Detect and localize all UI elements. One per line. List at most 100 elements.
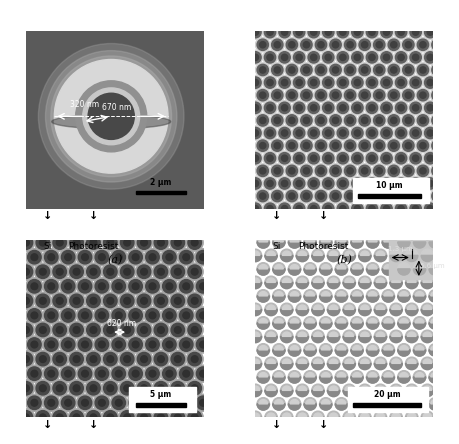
Circle shape bbox=[250, 127, 261, 139]
Circle shape bbox=[344, 140, 356, 151]
Wedge shape bbox=[384, 318, 392, 323]
Circle shape bbox=[93, 249, 111, 266]
Circle shape bbox=[376, 92, 382, 98]
Circle shape bbox=[358, 88, 372, 102]
Wedge shape bbox=[321, 373, 330, 377]
Circle shape bbox=[102, 234, 119, 251]
Circle shape bbox=[359, 216, 370, 227]
Circle shape bbox=[28, 280, 41, 293]
Circle shape bbox=[365, 126, 379, 140]
Circle shape bbox=[337, 178, 348, 189]
Circle shape bbox=[272, 216, 283, 227]
Circle shape bbox=[354, 29, 360, 35]
Circle shape bbox=[414, 398, 426, 410]
Circle shape bbox=[374, 384, 386, 396]
Circle shape bbox=[285, 38, 299, 52]
Circle shape bbox=[179, 250, 193, 264]
Circle shape bbox=[43, 365, 60, 382]
Circle shape bbox=[257, 344, 269, 356]
Circle shape bbox=[281, 180, 288, 186]
Circle shape bbox=[318, 193, 324, 199]
Circle shape bbox=[383, 54, 390, 60]
Circle shape bbox=[410, 178, 421, 189]
Circle shape bbox=[260, 193, 266, 199]
Wedge shape bbox=[390, 255, 403, 262]
Circle shape bbox=[267, 105, 273, 111]
Circle shape bbox=[425, 77, 436, 88]
Circle shape bbox=[343, 303, 355, 316]
Wedge shape bbox=[298, 305, 307, 309]
Circle shape bbox=[127, 424, 144, 440]
Circle shape bbox=[178, 394, 195, 411]
Circle shape bbox=[278, 50, 291, 64]
Circle shape bbox=[401, 88, 415, 102]
Circle shape bbox=[87, 411, 100, 424]
Circle shape bbox=[245, 168, 251, 174]
Circle shape bbox=[77, 365, 94, 382]
Wedge shape bbox=[392, 332, 400, 337]
Circle shape bbox=[403, 115, 414, 126]
Circle shape bbox=[292, 101, 306, 115]
Circle shape bbox=[129, 309, 142, 322]
Circle shape bbox=[200, 428, 207, 435]
Wedge shape bbox=[251, 386, 260, 390]
Circle shape bbox=[17, 321, 34, 338]
Circle shape bbox=[65, 400, 72, 406]
Circle shape bbox=[39, 297, 46, 304]
Circle shape bbox=[296, 29, 302, 35]
Circle shape bbox=[152, 263, 169, 280]
Wedge shape bbox=[280, 282, 293, 289]
Circle shape bbox=[73, 356, 80, 362]
Circle shape bbox=[351, 263, 363, 275]
Circle shape bbox=[336, 151, 350, 165]
Circle shape bbox=[354, 79, 360, 86]
Circle shape bbox=[87, 323, 100, 337]
Circle shape bbox=[292, 50, 306, 64]
Wedge shape bbox=[415, 265, 424, 269]
Text: (b): (b) bbox=[336, 255, 352, 266]
Circle shape bbox=[104, 294, 117, 308]
Circle shape bbox=[53, 381, 67, 395]
Circle shape bbox=[315, 140, 327, 151]
Circle shape bbox=[374, 64, 385, 75]
Circle shape bbox=[279, 203, 290, 214]
Wedge shape bbox=[280, 337, 293, 343]
Wedge shape bbox=[282, 332, 291, 337]
Wedge shape bbox=[345, 278, 353, 282]
Circle shape bbox=[372, 164, 386, 178]
Circle shape bbox=[347, 92, 353, 98]
Circle shape bbox=[423, 25, 437, 39]
Wedge shape bbox=[343, 417, 355, 424]
Circle shape bbox=[340, 29, 346, 35]
Wedge shape bbox=[243, 265, 252, 269]
Circle shape bbox=[369, 54, 375, 60]
Circle shape bbox=[414, 424, 426, 437]
Circle shape bbox=[196, 425, 210, 439]
Circle shape bbox=[11, 425, 24, 439]
Wedge shape bbox=[431, 265, 440, 269]
Circle shape bbox=[31, 341, 38, 348]
Circle shape bbox=[281, 54, 288, 60]
Wedge shape bbox=[298, 413, 307, 417]
Circle shape bbox=[257, 140, 269, 151]
Circle shape bbox=[17, 292, 34, 309]
Circle shape bbox=[146, 396, 159, 409]
Circle shape bbox=[285, 113, 299, 127]
Circle shape bbox=[200, 341, 207, 348]
Circle shape bbox=[68, 380, 85, 397]
Circle shape bbox=[53, 294, 67, 308]
Wedge shape bbox=[274, 238, 283, 242]
Circle shape bbox=[429, 424, 442, 437]
Circle shape bbox=[429, 236, 442, 248]
Wedge shape bbox=[337, 265, 346, 269]
Wedge shape bbox=[319, 242, 332, 248]
Circle shape bbox=[112, 425, 125, 439]
Circle shape bbox=[70, 236, 84, 250]
Wedge shape bbox=[304, 350, 316, 356]
Circle shape bbox=[343, 63, 357, 77]
Wedge shape bbox=[306, 265, 314, 269]
Circle shape bbox=[161, 394, 178, 411]
Circle shape bbox=[391, 218, 397, 224]
Circle shape bbox=[394, 202, 408, 216]
Circle shape bbox=[372, 113, 386, 127]
